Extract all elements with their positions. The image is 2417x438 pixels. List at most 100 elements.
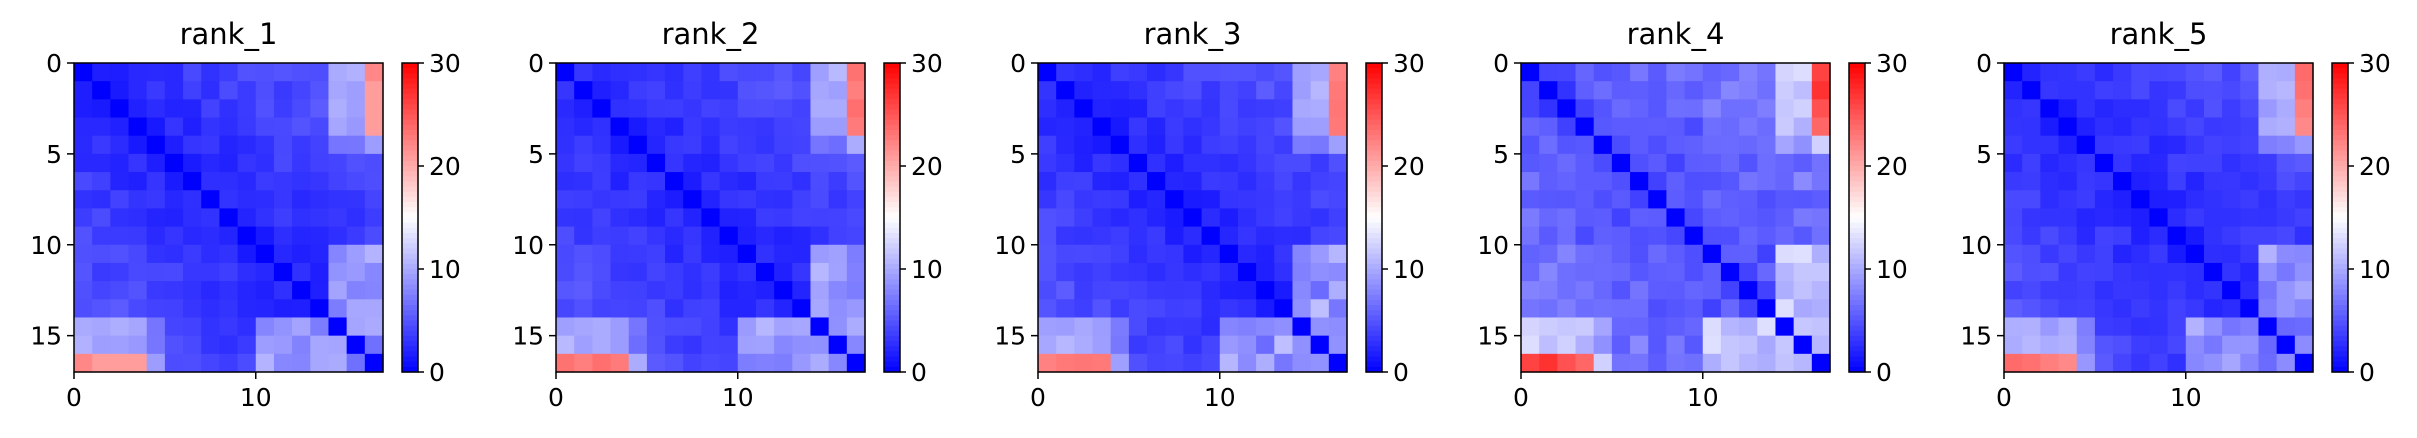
colorbar-segment: [402, 63, 418, 69]
heatmap-cell: [255, 153, 275, 173]
heatmap-cells: [2004, 63, 2314, 373]
heatmap-cell: [1092, 135, 1112, 155]
heatmap-cell: [628, 135, 648, 155]
colorbar-segment: [884, 202, 900, 208]
heatmap-cell: [2149, 299, 2169, 319]
heatmap-cell: [1183, 153, 1203, 173]
colorbar-segment: [884, 366, 900, 373]
colorbar-segment: [1366, 93, 1382, 100]
heatmap-cell: [255, 262, 275, 282]
heatmap-cell: [1757, 299, 1777, 319]
heatmap-cell: [2149, 190, 2169, 210]
heatmap-cell: [2040, 317, 2060, 337]
heatmap-cell: [1147, 117, 1166, 137]
heatmap-cell: [1092, 81, 1112, 100]
heatmap-cell: [2058, 226, 2078, 246]
colorbar-segment: [884, 269, 900, 275]
heatmap-cell: [128, 244, 148, 264]
heatmap-cell: [1575, 135, 1595, 155]
heatmap-cell: [310, 63, 330, 82]
colorbar-segment: [884, 330, 900, 337]
heatmap-cell: [1274, 135, 1294, 155]
heatmap-cell: [1630, 172, 1649, 191]
colorbar-segment: [2332, 217, 2348, 224]
heatmap-cell: [2276, 117, 2296, 137]
heatmap-cell: [74, 81, 93, 100]
heatmap-cell: [328, 353, 348, 373]
heatmap-cell: [610, 63, 630, 82]
heatmap-cell: [1702, 81, 1722, 100]
heatmap-cell: [128, 81, 148, 100]
heatmap-cell: [1328, 190, 1348, 210]
colorbar-segment: [402, 124, 418, 131]
colorbar-segment: [884, 335, 900, 342]
colorbar-segment: [1366, 160, 1382, 167]
heatmap-cell: [1575, 208, 1595, 228]
heatmap-cell: [1128, 153, 1148, 173]
heatmap-cell: [2258, 281, 2278, 300]
heatmap-cell: [2276, 226, 2296, 246]
heatmap-cell: [1074, 226, 1094, 246]
colorbar-segment: [402, 232, 418, 239]
heatmap-cell: [2240, 244, 2260, 264]
heatmap-cell: [310, 244, 330, 264]
heatmap-cell: [219, 135, 239, 155]
heatmap-cell: [1292, 335, 1312, 355]
heatmap-cell: [2040, 153, 2060, 173]
heatmap-cell: [592, 262, 612, 282]
colorbar-segment: [2332, 78, 2348, 85]
colorbar-segment: [2332, 284, 2348, 291]
heatmap-cell: [1201, 299, 1221, 319]
heatmap-cell: [2294, 153, 2314, 173]
heatmap-cell: [1648, 190, 1668, 210]
colorbar-segment: [1366, 299, 1382, 306]
heatmap-cell: [2149, 244, 2169, 264]
colorbar-segment: [402, 341, 418, 347]
heatmap-cell: [719, 99, 739, 119]
heatmap-cell: [292, 226, 311, 246]
heatmap-cell: [2185, 335, 2205, 355]
heatmap-cell: [1183, 172, 1203, 191]
heatmap-cell: [1593, 244, 1613, 264]
heatmap-cell: [1684, 244, 1704, 264]
heatmap-cell: [1274, 244, 1294, 264]
heatmap-cell: [1328, 172, 1348, 191]
heatmap-cell: [1056, 226, 1075, 246]
heatmap-cell: [1739, 262, 1758, 282]
heatmap-cell: [164, 63, 184, 82]
heatmap-cell: [2094, 63, 2114, 82]
colorbar-segment: [1849, 274, 1865, 280]
heatmap-cell: [1702, 190, 1722, 210]
colorbar-segment: [1849, 181, 1865, 188]
heatmap-cells: [1038, 63, 1348, 373]
heatmap-cell: [1757, 190, 1777, 210]
heatmap-cell: [828, 353, 848, 373]
heatmap-cell: [792, 99, 812, 119]
heatmap-cell: [2185, 153, 2205, 173]
heatmap-cell: [2167, 317, 2187, 337]
heatmap-cell: [1310, 244, 1330, 264]
colorbar-segment: [884, 258, 900, 265]
heatmap-cell: [1038, 172, 1057, 191]
heatmap-cell: [1074, 190, 1094, 210]
heatmap-cell: [1521, 172, 1540, 191]
heatmap-cell: [2076, 135, 2096, 155]
y-tick-label: 10: [30, 231, 62, 260]
colorbar-segment: [2332, 222, 2348, 229]
heatmap-cell: [1237, 317, 1257, 337]
heatmap-cell: [2094, 244, 2114, 264]
heatmap-cell: [201, 262, 221, 282]
heatmap-cell: [310, 153, 330, 173]
heatmap-cell: [2040, 281, 2060, 300]
heatmap-cell: [701, 81, 721, 100]
heatmap-cell: [1684, 172, 1704, 191]
heatmap-cell: [201, 135, 221, 155]
heatmap-cell: [128, 172, 148, 191]
heatmap-cell: [128, 335, 148, 355]
heatmap-cell: [1128, 335, 1148, 355]
heatmap-cell: [1666, 117, 1686, 137]
heatmap-cell: [2113, 99, 2132, 119]
heatmap-cell: [74, 226, 93, 246]
heatmap-cell: [846, 135, 866, 155]
